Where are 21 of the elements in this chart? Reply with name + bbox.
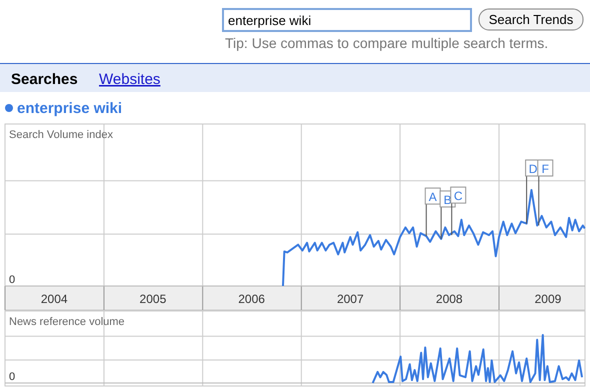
x-tick-label: 2004 [40,292,68,306]
x-tick-label: 2007 [336,292,364,306]
annotation: 0 [9,274,16,286]
search-field: enterprise wiki [222,8,472,32]
x-tick-label: 2006 [238,292,266,306]
x-tick-label: 2005 [140,292,167,306]
text: Searches [11,71,78,88]
x-tick-label: 2008 [436,292,463,306]
annotation: F [542,162,549,176]
annotation: C [454,189,463,204]
x-tick-label: 2009 [534,292,562,306]
legend-label: enterprise wiki [17,100,122,117]
annotation: D [528,162,538,176]
y-axis-title: News reference volume [9,316,125,328]
text: Websites [99,71,160,88]
text: Tip: Use commas to compare multiple search terms. [225,35,548,51]
annotation: 0 [9,371,16,383]
y-axis-title: Search Volume index [9,129,114,141]
annotation: A [428,190,437,204]
search-button: Search Trends [478,8,584,30]
annotation: B [444,192,452,207]
